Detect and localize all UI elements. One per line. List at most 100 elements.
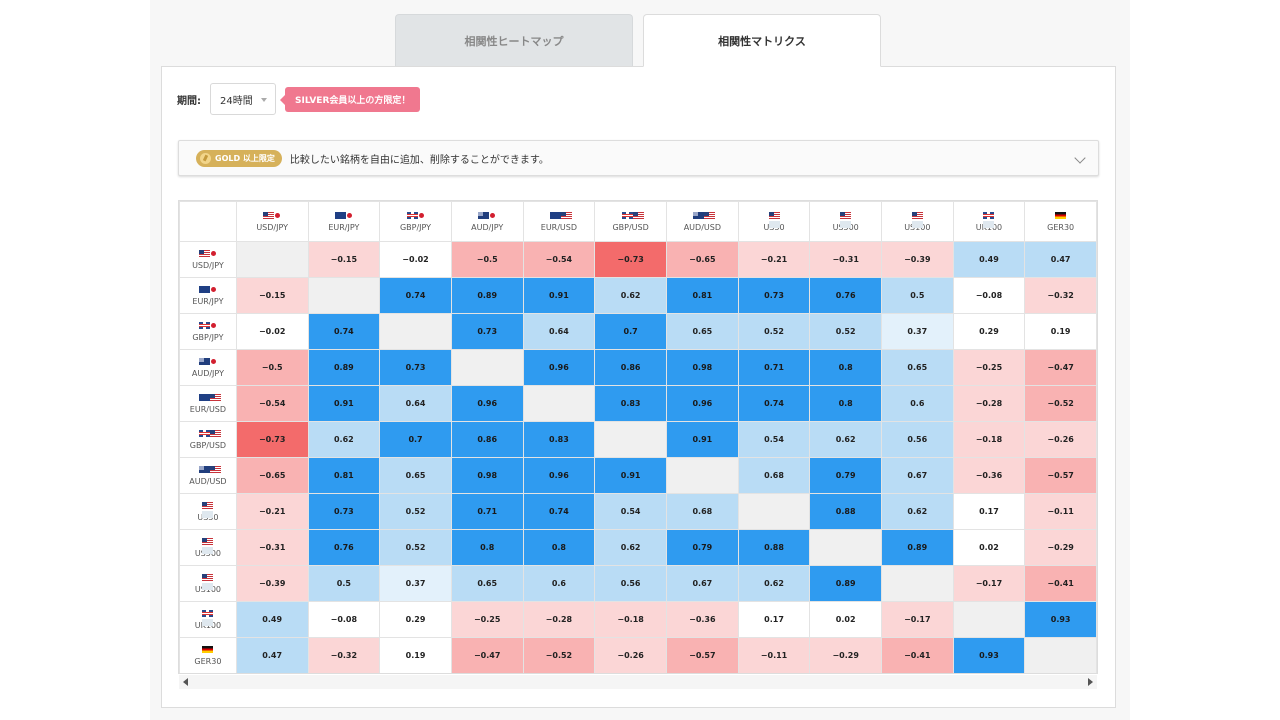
- column-header-label: GBP/JPY: [399, 222, 432, 232]
- matrix-row: US500−0.310.760.520.80.80.620.790.880.89…: [179, 529, 1097, 566]
- matrix-cell: 0.91: [522, 277, 596, 314]
- matrix-cell: −0.73: [594, 241, 667, 278]
- matrix-cell: 0.52: [379, 493, 452, 530]
- matrix-cell: 0.91: [594, 457, 667, 494]
- matrix-cell: 0.74: [379, 277, 452, 314]
- row-header-label: AUD/USD: [189, 476, 227, 486]
- matrix-cell: 0.19: [1024, 313, 1097, 350]
- matrix-cell: 0.8: [809, 349, 882, 386]
- matrix-cell: 0.96: [665, 385, 739, 422]
- matrix-cell: 0.54: [737, 421, 811, 458]
- flag-icon: [202, 609, 214, 626]
- matrix-cell: −0.15: [307, 241, 381, 278]
- matrix-row: GER30 0.47 −0.32 0.19 −0.47 −0.52 −0.26 −0.57 −0…: [179, 637, 1097, 673]
- silver-member-notice: SILVER会員以上の方限定！: [279, 87, 421, 112]
- matrix-cell: 0.65: [450, 565, 524, 602]
- matrix-cell: 0.37: [379, 565, 452, 602]
- column-header-label: USD/JPY: [256, 222, 289, 232]
- customize-notice-bar[interactable]: GOLD 以上限定 比較したい銘柄を自由に追加、削除することができます。: [178, 140, 1099, 176]
- scroll-right-icon[interactable]: [1088, 678, 1093, 686]
- matrix-cell: −0.52: [1024, 385, 1097, 422]
- gold-badge: GOLD 以上限定: [196, 149, 282, 167]
- matrix-cell: 0.62: [594, 529, 667, 566]
- matrix-cell: −0.65: [665, 241, 739, 278]
- column-header: US500: [809, 201, 882, 242]
- matrix-cell: −0.41: [1024, 565, 1097, 602]
- matrix-cell: 0.73: [450, 313, 524, 350]
- flag-icon: [768, 211, 780, 228]
- horizontal-scrollbar[interactable]: [179, 675, 1097, 689]
- flag-icon: [1055, 211, 1067, 220]
- matrix-cell: −0.17: [880, 601, 954, 638]
- matrix-cell: 0.62: [307, 421, 381, 458]
- tab-matrix[interactable]: 相関性マトリクス: [643, 14, 881, 67]
- matrix-cell-diagonal: [522, 385, 596, 422]
- matrix-cell: 0.91: [665, 421, 739, 458]
- matrix-cell: 0.93: [1024, 601, 1097, 638]
- row-header: USD/JPY: [179, 241, 237, 278]
- matrix-cell: 0.89: [809, 565, 882, 602]
- matrix-cell: 0.19: [379, 637, 452, 673]
- matrix-cell: −0.29: [809, 637, 882, 673]
- matrix-cell: −0.54: [235, 385, 309, 422]
- matrix-cell: 0.74: [307, 313, 381, 350]
- matrix-cell: 0.73: [379, 349, 452, 386]
- row-header-label: GER30: [194, 656, 222, 666]
- matrix-cell: 0.79: [665, 529, 739, 566]
- matrix-cell: 0.81: [665, 277, 739, 314]
- matrix-cell: 0.65: [880, 349, 954, 386]
- matrix-row: AUD/USD −0.65 0.81 0.65 0.98 0.96 0.91 0.68 0.79…: [179, 457, 1097, 494]
- matrix-cell: 0.8: [450, 529, 524, 566]
- matrix-cell: −0.28: [522, 601, 596, 638]
- matrix-cell-diagonal: [809, 529, 882, 566]
- matrix-cell: 0.74: [737, 385, 811, 422]
- matrix-cell: 0.17: [952, 493, 1026, 530]
- period-select[interactable]: 24時間: [210, 83, 276, 115]
- matrix-row: EUR/USD −0.54 0.91 0.64 0.96 0.83 0.96 0.74 0.8 0…: [179, 385, 1097, 422]
- matrix-cell: 0.8: [809, 385, 882, 422]
- tab-heatmap[interactable]: 相関性ヒートマップ: [395, 14, 633, 67]
- matrix-cell: −0.17: [952, 565, 1026, 602]
- matrix-cell-diagonal: [450, 349, 524, 386]
- matrix-cell: 0.65: [665, 313, 739, 350]
- matrix-cell-diagonal: [379, 313, 452, 350]
- flag-icon: [198, 393, 221, 402]
- correlation-table: USD/JPY EUR/JPY GBP/JPY AUD/JPY EUR/USD GBP/U…: [179, 201, 1097, 673]
- matrix-cell: −0.39: [880, 241, 954, 278]
- matrix-cell: −0.31: [809, 241, 882, 278]
- matrix-cell: −0.5: [235, 349, 309, 386]
- flag-icon: [693, 211, 716, 220]
- matrix-cell: 0.76: [809, 277, 882, 314]
- matrix-cell: −0.25: [450, 601, 524, 638]
- matrix-cell: 0.68: [737, 457, 811, 494]
- scroll-left-icon[interactable]: [183, 678, 188, 686]
- matrix-cell: 0.71: [450, 493, 524, 530]
- correlation-matrix: USD/JPY EUR/JPY GBP/JPY AUD/JPY EUR/USD GBP/U…: [178, 200, 1098, 674]
- matrix-cell: −0.11: [737, 637, 811, 673]
- row-header: UK100: [179, 601, 237, 638]
- row-header-label: GBP/JPY: [192, 332, 224, 342]
- column-header: USD/JPY: [235, 201, 309, 242]
- matrix-cell: 0.83: [594, 385, 667, 422]
- matrix-cell: 0.98: [450, 457, 524, 494]
- matrix-cell: 0.62: [880, 493, 954, 530]
- row-header: GBP/USD: [179, 421, 237, 458]
- flag-icon: [198, 285, 217, 294]
- row-header: GBP/JPY: [179, 313, 237, 350]
- matrix-cell: −0.18: [594, 601, 667, 638]
- matrix-row: EUR/JPY −0.15 0.74 0.89 0.91 0.62 0.81 0.73 0.76…: [179, 277, 1097, 314]
- chevron-down-icon[interactable]: [1074, 152, 1086, 164]
- matrix-cell: 0.02: [809, 601, 882, 638]
- matrix-cell-diagonal: [235, 241, 309, 278]
- matrix-cell: 0.86: [594, 349, 667, 386]
- matrix-cell-diagonal: [737, 493, 811, 530]
- flag-icon: [198, 321, 217, 330]
- matrix-cell: −0.11: [1024, 493, 1097, 530]
- matrix-cell: −0.41: [880, 637, 954, 673]
- matrix-cell: −0.36: [665, 601, 739, 638]
- matrix-cell: −0.73: [235, 421, 309, 458]
- matrix-cell: −0.65: [235, 457, 309, 494]
- matrix-cell: 0.81: [307, 457, 381, 494]
- matrix-cell: −0.21: [235, 493, 309, 530]
- matrix-cell: −0.26: [594, 637, 667, 673]
